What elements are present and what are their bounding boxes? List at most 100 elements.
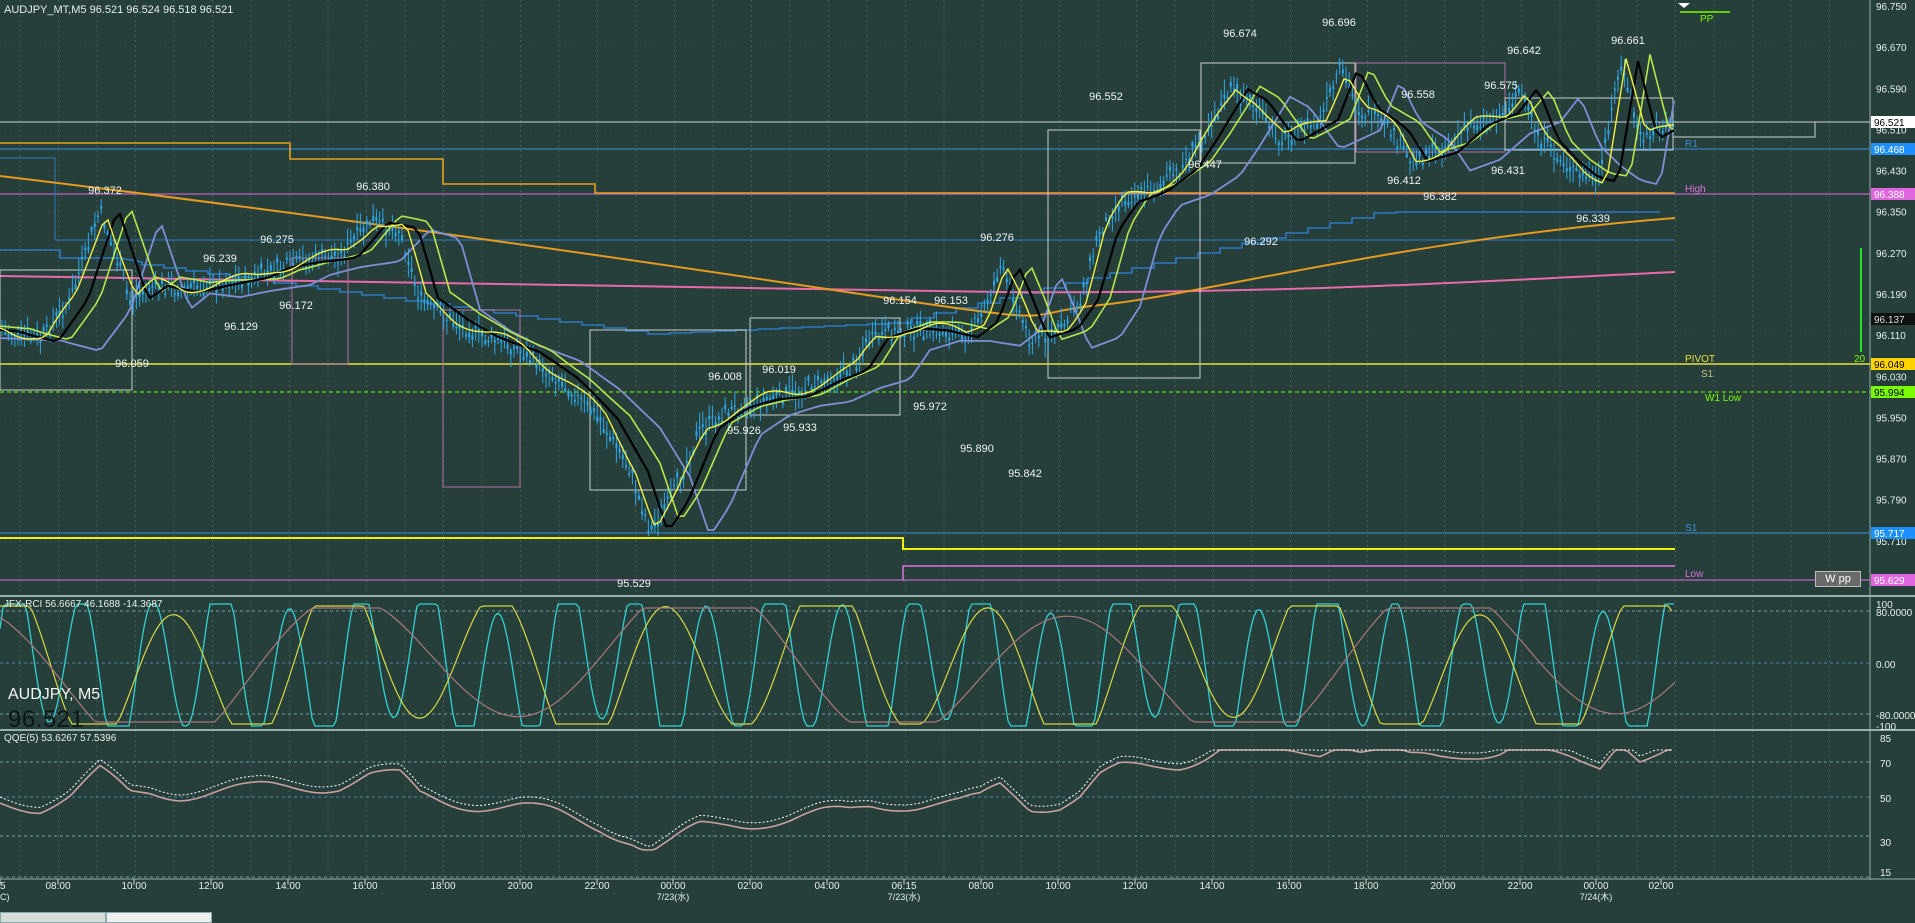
chart-tab-2[interactable] <box>106 912 212 923</box>
candle-body <box>20 327 23 331</box>
candle-body <box>1185 158 1187 161</box>
peak-label: 96.552 <box>1089 91 1123 103</box>
candle-body <box>1482 116 1485 120</box>
rci-tick: -100 <box>1876 722 1896 733</box>
weekly-pivot-badge[interactable]: W pp <box>1815 571 1861 587</box>
price-tick: 95.870 <box>1876 455 1907 466</box>
w1low-label: W1 Low <box>1705 393 1742 404</box>
candle-body <box>817 375 819 381</box>
candle-body <box>1290 140 1293 145</box>
candle-body <box>970 326 973 330</box>
candle-body <box>317 262 320 266</box>
candle-body <box>852 357 855 361</box>
peak-label: 96.431 <box>1491 165 1525 177</box>
candle-body <box>84 247 87 251</box>
candle-body <box>122 276 125 279</box>
candle-body <box>1623 72 1626 76</box>
candle-body <box>1351 94 1354 97</box>
time-tick-date: 7/24(木) <box>1580 891 1613 902</box>
rci-tick: 100 <box>1876 600 1893 611</box>
candle-body <box>532 351 535 355</box>
candle-body <box>1111 216 1114 219</box>
peak-label: 95.972 <box>913 401 947 413</box>
candle-body <box>413 282 416 286</box>
candle-body <box>1527 106 1530 111</box>
candle-body <box>977 318 979 323</box>
chart-tab-1[interactable] <box>0 912 106 923</box>
candle-body <box>1005 278 1008 283</box>
candle-body <box>90 226 93 232</box>
candle-body <box>484 340 487 344</box>
candle-body <box>1642 140 1645 143</box>
candle-body <box>276 257 279 263</box>
candle-body <box>1095 235 1098 241</box>
candle-body <box>404 253 407 256</box>
price-tag-text-r1: 96.468 <box>1874 145 1905 156</box>
candle-body <box>1569 167 1571 172</box>
candle-body <box>1607 129 1610 135</box>
candle-body <box>765 396 768 400</box>
time-tick: 06:15 <box>891 881 916 892</box>
candle-body <box>442 320 445 322</box>
candle-body <box>836 376 839 380</box>
candle-body <box>1383 122 1386 125</box>
candle-body <box>324 255 327 258</box>
candle-body <box>1386 119 1389 124</box>
candle-body <box>961 334 963 340</box>
time-tick: 22:00 <box>584 881 609 892</box>
candle-body <box>1421 162 1424 166</box>
blue-step-2 <box>0 211 1660 335</box>
candle-body <box>298 255 301 258</box>
time-tick: 02:00 <box>737 881 762 892</box>
candle-body <box>1377 114 1379 117</box>
candle-body <box>26 330 29 334</box>
time-tick: 00:00 <box>660 881 685 892</box>
candle-body <box>727 412 730 417</box>
candle-body <box>407 261 410 266</box>
candle-body <box>593 408 595 412</box>
price-tick: 96.670 <box>1876 43 1907 54</box>
qqe-signal-line <box>0 749 1672 847</box>
candle-body <box>557 378 560 382</box>
time-tick-date: 7/23(水) <box>888 891 921 902</box>
candle-body <box>589 410 592 414</box>
candle-body <box>4 330 7 335</box>
candle-body <box>295 255 298 259</box>
candle-body <box>625 465 627 468</box>
peak-label: 96.339 <box>1576 213 1610 225</box>
price-tag-text-high: 96.388 <box>1874 190 1905 201</box>
candle-body <box>1521 94 1523 96</box>
candle-body <box>858 357 861 360</box>
candle-body <box>705 430 707 435</box>
time-tick: 10:00 <box>1045 881 1070 892</box>
candle-body <box>1639 132 1642 135</box>
time-tick: 20:00 <box>1430 881 1455 892</box>
peak-label: 96.008 <box>708 371 742 383</box>
rci-indicator <box>0 603 1870 727</box>
time-tick-date: 7/23(水) <box>657 891 690 902</box>
candle-body <box>1441 154 1443 157</box>
candle-body <box>1530 112 1533 117</box>
candle-body <box>1165 175 1168 177</box>
price-tick: 96.590 <box>1876 84 1907 95</box>
candle-body <box>58 310 61 316</box>
candle-body <box>490 334 493 339</box>
candle-body <box>1562 163 1565 166</box>
s1-top-label: S1 <box>1701 369 1714 380</box>
candle-body <box>433 304 435 309</box>
candle-body <box>1373 111 1376 114</box>
candle-body <box>935 326 938 328</box>
candle-body <box>586 401 589 405</box>
candle-body <box>1101 231 1104 235</box>
candle-body <box>919 320 922 326</box>
price-tick: 96.430 <box>1876 167 1907 178</box>
peak-label: 96.276 <box>980 232 1014 244</box>
candle-body <box>401 235 403 240</box>
candle-body <box>1127 202 1130 206</box>
candle-body <box>1153 190 1155 192</box>
candle-body <box>1322 109 1325 112</box>
candle-body <box>289 258 291 260</box>
candle-body <box>615 443 618 449</box>
candle-body <box>897 330 899 334</box>
